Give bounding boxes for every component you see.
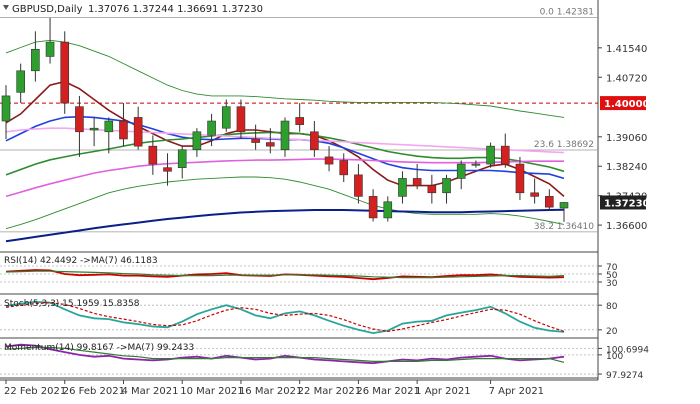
candle-body	[1, 95, 11, 122]
price-tick-label: 1.41540	[606, 44, 647, 55]
stoch-series-stoch	[5, 300, 565, 335]
candle-body	[530, 192, 539, 197]
momentum-label: Momentum(14) 99.8167 ->MA(7) 99.2433	[4, 343, 194, 353]
candle-body	[236, 106, 246, 133]
fib-level-label: 38.2 1.36410	[534, 222, 594, 232]
ohlc-label: 1.37076 1.37244 1.36691 1.37230	[88, 4, 263, 15]
time-tick-label: 10 Mar 2021	[180, 386, 243, 397]
candle-body	[119, 120, 128, 140]
collapse-triangle-icon[interactable]	[3, 5, 9, 10]
stoch-label: Stoch(5,3,3) 15.1959 15.8358	[4, 299, 140, 309]
candle-body	[500, 145, 510, 165]
candle-body	[456, 163, 466, 179]
price-tick-label: 1.39060	[606, 133, 647, 144]
candle-body	[339, 160, 349, 176]
time-tick-label: 4 Mar 2021	[121, 386, 178, 397]
candle-body	[163, 167, 172, 172]
price-tick-label: 1.36600	[606, 221, 647, 232]
moving-average-ma-violet	[5, 158, 564, 198]
candle-body	[192, 131, 202, 151]
momentum-tick-label: 97.9274	[606, 371, 643, 381]
key-level-tag	[600, 96, 646, 111]
candle-body	[354, 174, 363, 197]
candle-body	[31, 48, 40, 72]
rsi-tick-label: 50	[606, 271, 618, 281]
fib-level-label: 23.6 1.38692	[534, 140, 594, 150]
momentum-series-momentum	[5, 343, 565, 365]
candle-body	[486, 145, 495, 165]
moving-average-trendline	[5, 208, 565, 243]
moving-average-env-upper	[5, 39, 565, 118]
candle-body	[221, 106, 231, 129]
candle-body	[148, 145, 158, 165]
momentum-series-ma	[5, 346, 565, 363]
candle-body	[16, 70, 25, 93]
candle-body	[266, 142, 275, 147]
time-tick-label: 22 Feb 2021	[4, 386, 66, 397]
candle-body	[310, 131, 319, 151]
candle-body	[545, 196, 554, 208]
candle-body	[383, 201, 393, 219]
momentum-tick-label: 100	[606, 352, 623, 362]
candle-body	[89, 127, 99, 131]
candle-body	[133, 117, 143, 147]
stoch-tick-label: 20	[606, 327, 618, 337]
candle-body	[75, 106, 84, 133]
candle-body	[368, 196, 378, 219]
last-price-tag	[600, 195, 646, 210]
momentum-tick-label: 100.6994	[606, 345, 649, 355]
candle-body	[207, 120, 216, 136]
rsi-label: RSI(14) 42.4492 ->MA(7) 46.1183	[4, 256, 158, 266]
candle-body	[177, 149, 187, 168]
candle-body	[442, 178, 451, 194]
candle-body	[559, 202, 569, 209]
candle-body	[251, 138, 260, 143]
rsi-series-ma	[5, 270, 565, 279]
time-tick-label: 22 Mar 2021	[298, 386, 361, 397]
candle-body	[324, 156, 334, 165]
candle-body	[60, 41, 70, 104]
candle-body	[295, 117, 304, 125]
candle-body	[398, 178, 407, 197]
candle-body	[515, 163, 525, 194]
time-tick-label: 26 Feb 2021	[63, 386, 125, 397]
candle-body	[412, 178, 422, 186]
time-tick-label: 16 Mar 2021	[239, 386, 302, 397]
price-tick-label: 1.40720	[606, 73, 647, 84]
rsi-tick-label: 70	[606, 263, 618, 273]
last-price-tag-label: 1.37230	[604, 198, 650, 209]
candle-body	[427, 185, 437, 194]
candle-body	[471, 163, 481, 166]
candle-body	[280, 120, 290, 151]
time-tick-label: 7 Apr 2021	[489, 386, 544, 397]
symbol-label: GBPUSD,Daily	[12, 4, 83, 15]
candle-body	[104, 120, 114, 133]
price-tick-label: 1.38240	[606, 162, 647, 173]
key-level-tag-label: 1.40000	[604, 99, 650, 110]
rsi-tick-label: 30	[606, 279, 618, 289]
stoch-tick-label: 80	[606, 302, 618, 312]
time-tick-label: 26 Mar 2021	[356, 386, 419, 397]
candle-body	[45, 41, 55, 57]
moving-average-env-lower	[5, 176, 565, 230]
stoch-series-signal	[5, 302, 565, 333]
fib-level-label: 0.0 1.42381	[540, 8, 594, 18]
time-tick-label: 1 Apr 2021	[415, 386, 470, 397]
